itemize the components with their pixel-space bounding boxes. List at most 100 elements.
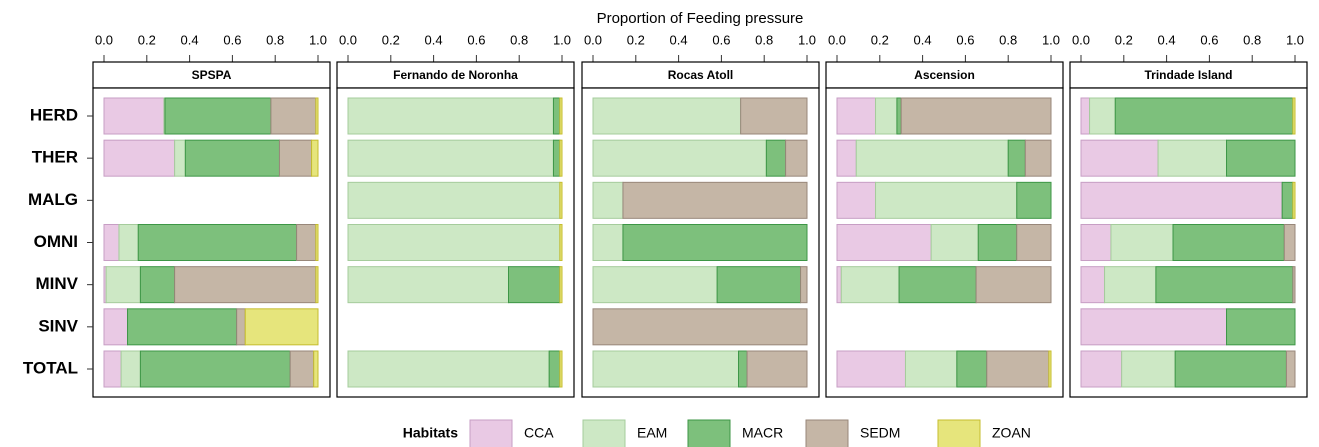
legend-title: Habitats xyxy=(403,425,458,441)
bar-segment xyxy=(296,224,317,261)
bar-segment xyxy=(836,266,842,304)
bar-segment xyxy=(840,266,900,304)
bar-segment xyxy=(1080,139,1159,177)
bar-segment xyxy=(1080,97,1091,135)
x-tick-label: 1.0 xyxy=(309,32,327,47)
bar-segment xyxy=(975,266,1052,304)
bar-segment xyxy=(1292,181,1296,219)
bar-segment xyxy=(875,181,1018,219)
legend-swatch xyxy=(687,419,731,447)
y-tick-label: SINV xyxy=(38,316,78,335)
bar-segment xyxy=(836,181,877,219)
x-tick-label: 0.0 xyxy=(1072,32,1090,47)
bar-segment xyxy=(508,266,561,304)
x-tick-label: 0.2 xyxy=(871,32,889,47)
x-tick-label: 0.0 xyxy=(95,32,113,47)
x-tick-label: 0.2 xyxy=(1115,32,1133,47)
bar-segment xyxy=(103,139,176,177)
legend-label: MACR xyxy=(742,425,783,441)
bar-segment xyxy=(930,224,979,261)
x-tick-label: 0.4 xyxy=(670,32,688,47)
bar-segment xyxy=(347,97,554,135)
bar-segment xyxy=(956,350,988,388)
x-tick-label: 0.2 xyxy=(382,32,400,47)
bar-segment xyxy=(1080,350,1123,388)
bar-segment xyxy=(315,266,319,304)
legend-label: ZOAN xyxy=(992,425,1031,441)
bar-segment xyxy=(592,139,767,177)
bar-segment xyxy=(1157,139,1228,177)
x-tick-label: 0.0 xyxy=(339,32,357,47)
bar-segment xyxy=(904,350,958,388)
bar-segment xyxy=(836,224,932,261)
bar-segment xyxy=(1080,266,1106,304)
bar-segment xyxy=(139,266,176,304)
bar-segment xyxy=(313,350,319,388)
bar-segment xyxy=(552,139,561,177)
x-axis-label: Proportion of Feeding pressure xyxy=(597,10,804,27)
x-tick-label: 1.0 xyxy=(1286,32,1304,47)
bar-segment xyxy=(1281,181,1294,219)
bar-segment xyxy=(347,224,561,261)
bar-segment xyxy=(592,266,718,304)
bar-segment xyxy=(1172,224,1285,261)
panel-title: Trindade Island xyxy=(1144,68,1232,82)
x-tick-label: 0.6 xyxy=(956,32,974,47)
bar-segment xyxy=(765,139,787,177)
bar-segment xyxy=(592,97,742,135)
bar-segment xyxy=(347,266,509,304)
bar-segment xyxy=(1292,266,1296,304)
bar-segment xyxy=(977,224,1018,261)
bar-segment xyxy=(118,224,139,261)
x-tick-label: 1.0 xyxy=(798,32,816,47)
y-tick-label: TOTAL xyxy=(23,358,78,377)
bar-segment xyxy=(559,224,563,261)
bar-segment xyxy=(592,224,624,261)
x-tick-label: 0.0 xyxy=(828,32,846,47)
x-tick-label: 0.6 xyxy=(1200,32,1218,47)
bar-segment xyxy=(986,350,1050,388)
panel-strip xyxy=(825,61,1064,89)
bar-segment xyxy=(1285,350,1296,388)
bar-segment xyxy=(836,350,906,388)
bar-segment xyxy=(900,97,1052,135)
bar-segment xyxy=(315,224,319,261)
bar-segment xyxy=(137,224,298,261)
bar-segment xyxy=(270,97,317,135)
bar-segment xyxy=(559,97,563,135)
bar-segment xyxy=(120,350,141,388)
x-tick-label: 0.2 xyxy=(138,32,156,47)
bar-segment xyxy=(1048,350,1052,388)
bar-segment xyxy=(1121,350,1176,388)
bar-segment xyxy=(174,139,186,177)
bar-segment xyxy=(875,97,898,135)
x-tick-label: 0.6 xyxy=(467,32,485,47)
bar-segment xyxy=(622,181,808,219)
legend-swatch xyxy=(805,419,849,447)
legend-label: CCA xyxy=(524,425,554,441)
bar-segment xyxy=(836,139,857,177)
bar-segment xyxy=(164,97,272,135)
bar-segment xyxy=(174,266,317,304)
bar-segment xyxy=(236,308,246,346)
x-tick-label: 0.4 xyxy=(914,32,932,47)
bar-segment xyxy=(184,139,280,177)
bar-segment xyxy=(559,266,563,304)
x-tick-label: 1.0 xyxy=(1042,32,1060,47)
legend-swatch xyxy=(937,419,981,447)
bar-segment xyxy=(559,181,563,219)
x-tick-label: 0.6 xyxy=(712,32,730,47)
bar-segment xyxy=(800,266,808,304)
bar-segment xyxy=(559,139,563,177)
bar-segment xyxy=(1089,97,1116,135)
bar-segment xyxy=(1174,350,1287,388)
bar-segment xyxy=(347,139,554,177)
bar-segment xyxy=(738,350,748,388)
bar-segment xyxy=(716,266,802,304)
bar-segment xyxy=(1080,224,1112,261)
bar-segment xyxy=(548,350,561,388)
y-tick-label: MALG xyxy=(28,190,78,209)
bar-segment xyxy=(127,308,238,346)
legend-label: EAM xyxy=(637,425,667,441)
